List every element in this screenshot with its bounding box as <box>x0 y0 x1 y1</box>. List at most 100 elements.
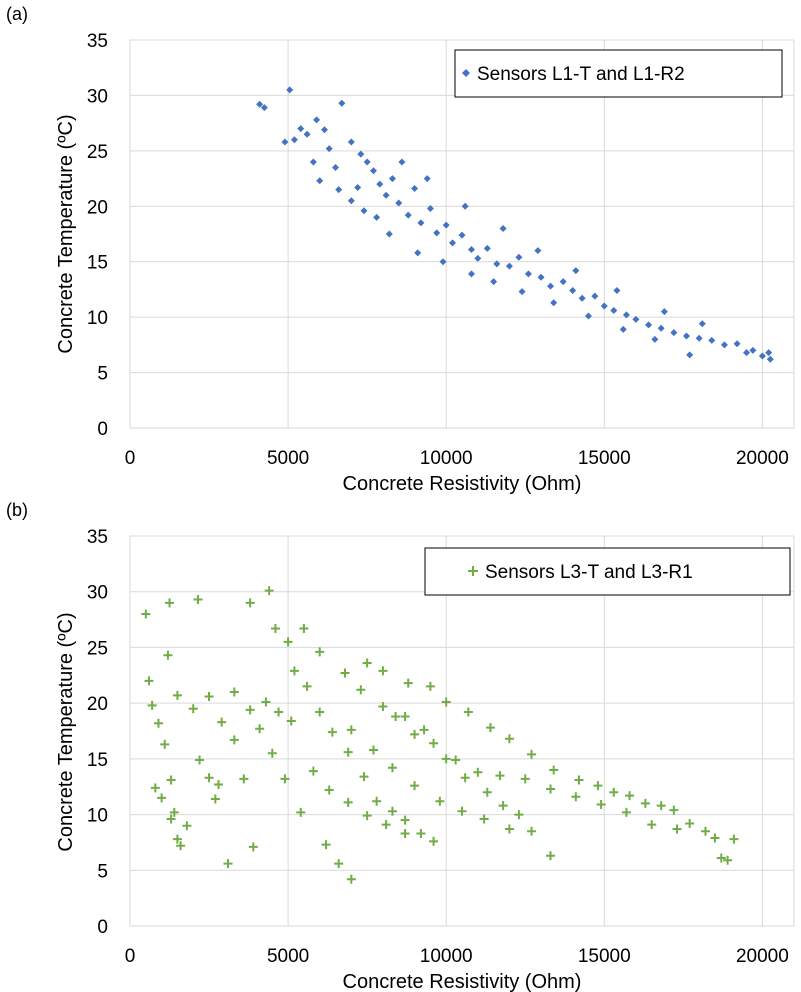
data-point <box>264 586 274 596</box>
data-point <box>315 647 325 657</box>
data-point <box>698 320 706 328</box>
data-point <box>356 685 366 695</box>
x-axis-label: Concrete Resistivity (Ohm) <box>343 971 582 992</box>
data-point <box>414 249 422 257</box>
data-point <box>395 199 403 207</box>
data-point <box>613 287 621 295</box>
data-point <box>670 329 678 337</box>
data-point <box>571 792 581 802</box>
data-point <box>534 247 542 255</box>
data-point <box>160 739 170 749</box>
data-point <box>150 783 160 793</box>
data-point <box>363 158 371 166</box>
y-tick-label: 15 <box>87 750 108 771</box>
data-point <box>369 167 377 175</box>
data-point <box>622 311 630 319</box>
data-point <box>720 341 728 349</box>
data-point <box>410 781 420 791</box>
data-point <box>482 787 492 797</box>
data-point <box>239 774 249 784</box>
data-point <box>373 213 381 221</box>
data-point <box>338 99 346 107</box>
data-point <box>442 221 450 229</box>
data-point <box>645 321 653 329</box>
data-point <box>591 292 599 300</box>
data-point <box>621 807 631 817</box>
legend-marker-icon <box>462 69 470 77</box>
data-point <box>559 278 567 286</box>
data-point <box>483 244 491 252</box>
x-tick-label: 15000 <box>578 946 631 967</box>
data-point <box>270 623 280 633</box>
data-point <box>435 796 445 806</box>
data-point <box>657 324 665 332</box>
data-point <box>651 335 659 343</box>
plot-frame <box>129 39 795 429</box>
data-point <box>417 219 425 227</box>
data-point <box>416 829 426 839</box>
legend-marker <box>462 69 470 77</box>
y-tick-label: 30 <box>87 583 108 604</box>
data-point <box>296 807 306 817</box>
data-point <box>378 701 388 711</box>
data-point <box>327 727 337 737</box>
data-point <box>429 836 439 846</box>
data-point <box>403 678 413 688</box>
data-point <box>669 805 679 815</box>
x-tick-label: 15000 <box>578 448 631 469</box>
y-tick-label: 10 <box>87 806 108 827</box>
data-point <box>359 772 369 782</box>
data-point <box>426 205 434 213</box>
y-tick-label: 25 <box>87 142 108 163</box>
data-point <box>325 145 333 153</box>
data-point <box>172 834 182 844</box>
data-point <box>682 332 690 340</box>
data-point <box>640 798 650 808</box>
x-tick-label: 5000 <box>267 448 309 469</box>
panel-label: (a) <box>6 4 28 24</box>
x-tick-label: 0 <box>125 448 136 469</box>
data-point <box>547 282 555 290</box>
y-tick-label: 5 <box>97 861 108 882</box>
data-point <box>433 229 441 237</box>
data-point <box>372 796 382 806</box>
legend-label: Sensors L1-T and L1-R2 <box>477 64 685 85</box>
tick-labels: 0 5 10 15 20 25 30 35 0 5000 10000 15000 20000 <box>87 527 789 967</box>
data-point <box>169 807 179 817</box>
data-point <box>378 666 388 676</box>
data-point <box>546 851 556 861</box>
data-point <box>147 700 157 710</box>
data-point <box>451 755 461 765</box>
data-point <box>144 676 154 686</box>
panel-label: (b) <box>6 500 28 520</box>
data-point <box>710 833 720 843</box>
data-point <box>391 712 401 722</box>
data-point <box>463 707 473 717</box>
data-point <box>723 855 733 865</box>
y-tick-label: 15 <box>87 253 108 274</box>
data-point <box>504 824 514 834</box>
data-point <box>419 725 429 735</box>
data-point <box>315 707 325 717</box>
data-point <box>578 294 586 302</box>
y-tick-label: 25 <box>87 638 108 659</box>
x-tick-label: 20000 <box>736 946 789 967</box>
data-point <box>172 690 182 700</box>
data-point <box>474 254 482 262</box>
chart-b-svg: (b) 0 5 10 15 20 25 30 35 0 5000 10000 15000 20000 S… <box>6 500 795 992</box>
data-point <box>537 273 545 281</box>
data-point <box>360 207 368 215</box>
data-point <box>458 231 466 239</box>
data-point <box>439 258 447 266</box>
data-points <box>256 86 774 363</box>
data-point <box>385 230 393 238</box>
x-tick-label: 0 <box>125 946 136 967</box>
data-point <box>499 224 507 232</box>
data-point <box>495 771 505 781</box>
chart-panel-a: (a) 0 5 10 15 20 25 30 35 0 5000 10000 15000 20000 S… <box>6 4 795 495</box>
data-point <box>313 116 321 124</box>
data-point <box>388 175 396 183</box>
data-point <box>708 336 716 344</box>
data-point <box>274 707 284 717</box>
y-tick-label: 10 <box>87 308 108 329</box>
